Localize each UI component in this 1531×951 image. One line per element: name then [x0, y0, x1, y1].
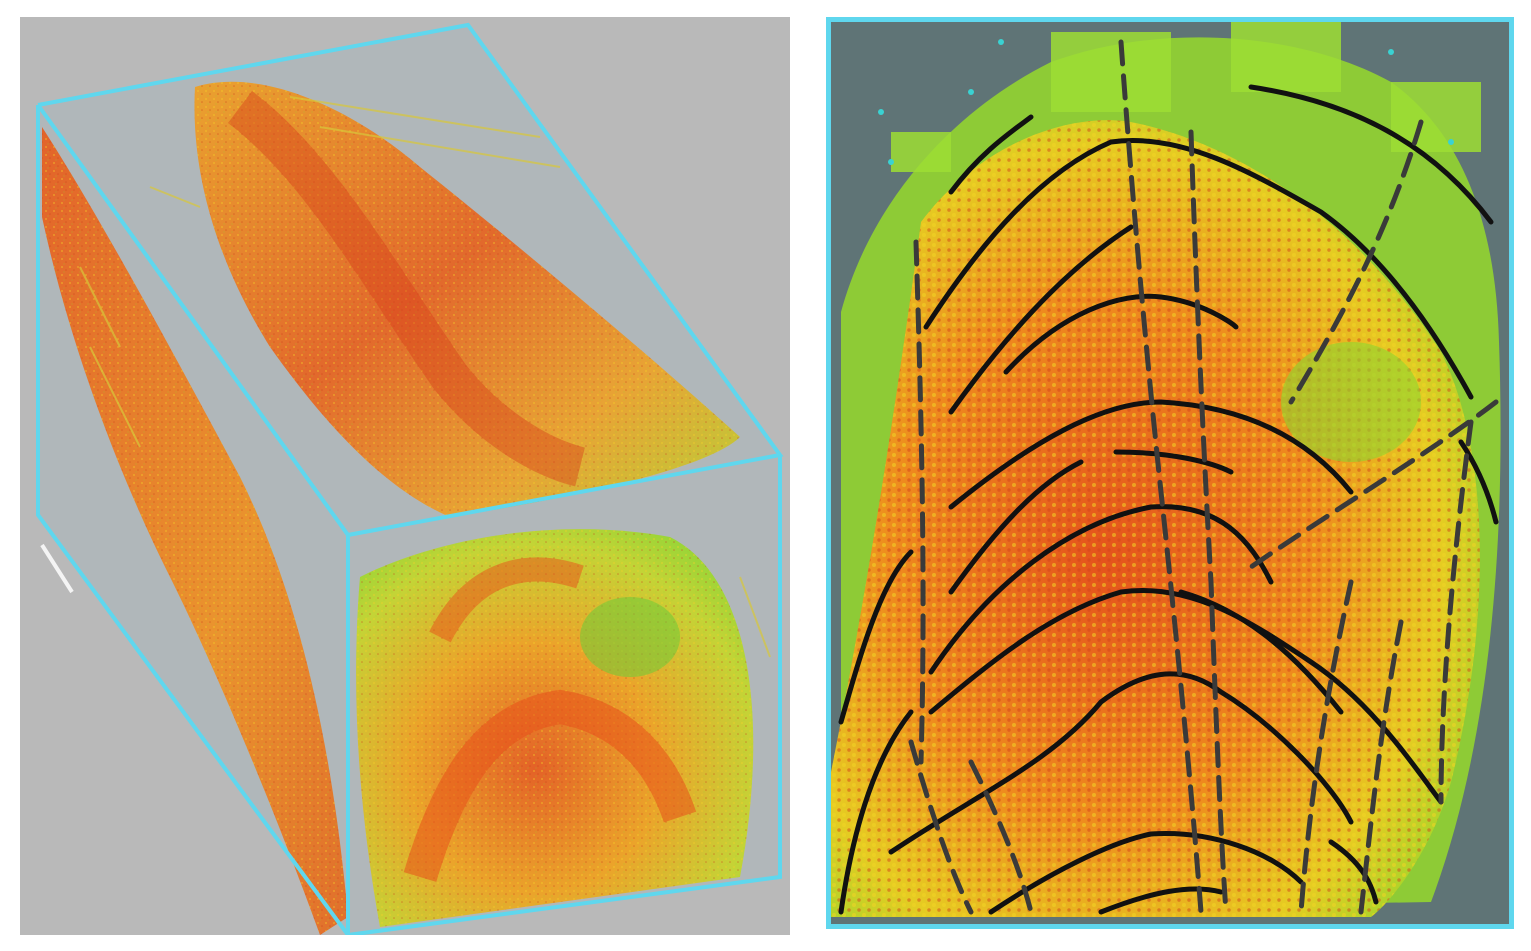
front-face-upper-arc: [429, 557, 584, 643]
top-face-speckle: [194, 81, 740, 517]
point-cloud-3d-view: [20, 17, 790, 935]
cyan-points: [878, 39, 1454, 165]
horizon-lines: [838, 84, 1499, 915]
point-cloud-3d-canvas: [36, 22, 784, 935]
top-scatter: [891, 22, 1481, 172]
box-wireframe: [36, 22, 784, 935]
top-face-hot-band: [227, 91, 586, 487]
cool-patch: [1281, 342, 1421, 462]
side-face-speckle: [42, 127, 348, 935]
front-face-hot-arc: [403, 689, 697, 882]
front-face-cool-patch: [580, 597, 680, 677]
fold-body-dots: [831, 120, 1480, 917]
axis-indicator: [40, 543, 74, 594]
fault-lines: [908, 39, 1499, 915]
fold-interpretation-canvas: [831, 22, 1501, 917]
stray-point-streaks: [79, 96, 771, 658]
fold-interpretation-view: [826, 17, 1514, 929]
